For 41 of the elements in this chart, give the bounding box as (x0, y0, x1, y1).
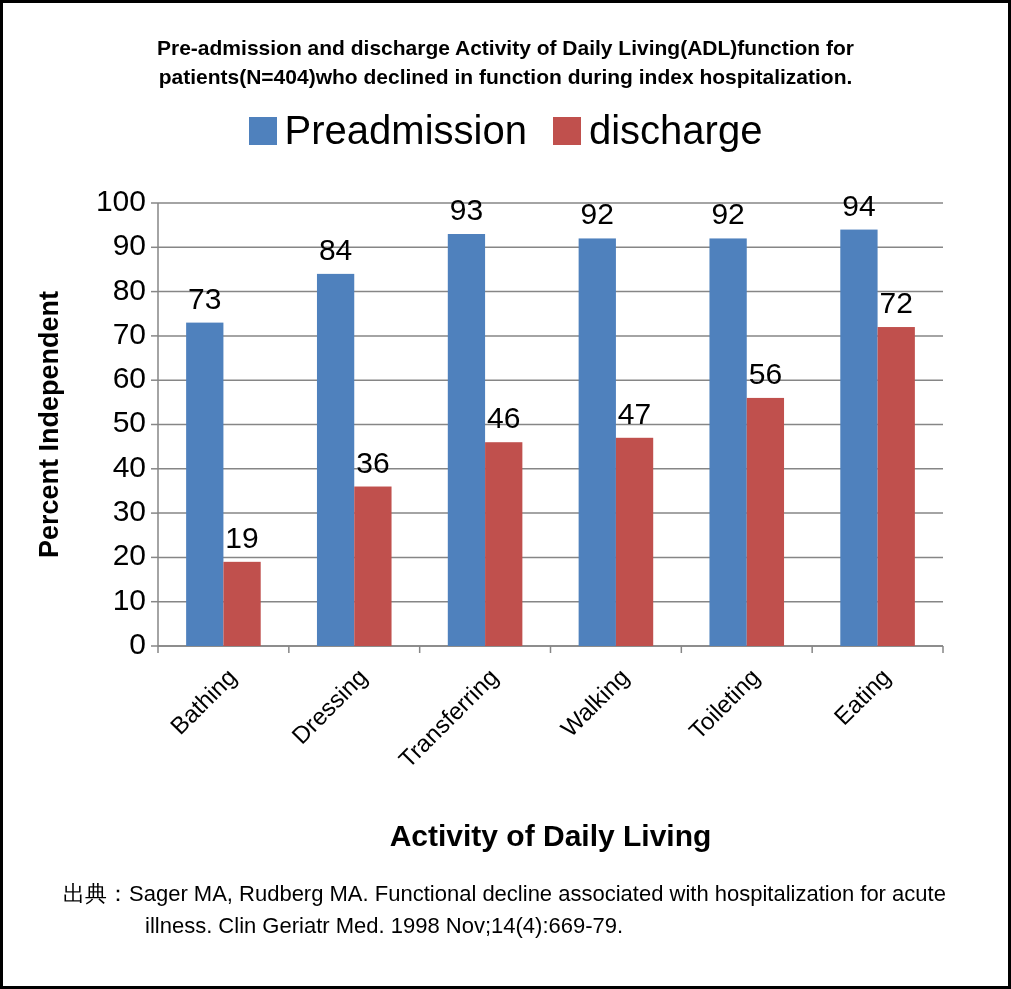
x-axis-title: Activity of Daily Living (389, 818, 712, 852)
data-label: 84 (318, 232, 353, 266)
data-label: 46 (487, 401, 521, 435)
data-label: 72 (879, 286, 913, 320)
y-tick-label: 0 (129, 626, 146, 660)
bar (746, 397, 785, 646)
y-tick-label: 90 (112, 228, 146, 262)
source-note: 出典：Sager MA, Rudberg MA. Functional decline associated with hospitalization for acute illness. Clin Geriatr Med. 1998 Nov;14(4):669-79. (63, 880, 947, 940)
legend-label: discharge (588, 108, 763, 153)
data-label: 92 (711, 197, 745, 231)
y-tick-label: 10 (112, 582, 146, 616)
bar (316, 273, 355, 646)
y-tick-label: 80 (112, 272, 146, 306)
data-label: 56 (748, 356, 783, 390)
y-tick-label: 40 (112, 449, 146, 483)
y-tick-label: 70 (112, 316, 146, 350)
chart-title: Pre-admission and discharge Activity of Daily Living(ADL)function for patients(N=404)who declined in function during index hospitalization. (156, 35, 855, 90)
bar (877, 327, 915, 646)
bar (447, 234, 486, 646)
bar (485, 442, 523, 646)
bar (223, 561, 261, 646)
bar (615, 437, 654, 646)
y-tick-label: 30 (112, 494, 146, 528)
data-label: 36 (356, 445, 390, 479)
bar (354, 486, 392, 646)
bar (709, 238, 747, 646)
data-label: 93 (449, 193, 484, 227)
bar (840, 229, 878, 646)
y-axis-title: Percent Independent (34, 290, 65, 559)
y-tick-label: 20 (112, 538, 146, 572)
data-label: 19 (225, 520, 259, 554)
data-label: 73 (188, 281, 222, 315)
legend-label: Preadmission (284, 108, 527, 153)
data-label: 92 (580, 197, 614, 231)
bar (186, 322, 224, 646)
data-label: 47 (617, 396, 652, 430)
bar (578, 238, 616, 646)
data-label: 94 (842, 188, 876, 222)
y-tick-label: 100 (95, 183, 146, 217)
y-tick-label: 50 (112, 405, 146, 439)
y-tick-label: 60 (112, 361, 146, 395)
